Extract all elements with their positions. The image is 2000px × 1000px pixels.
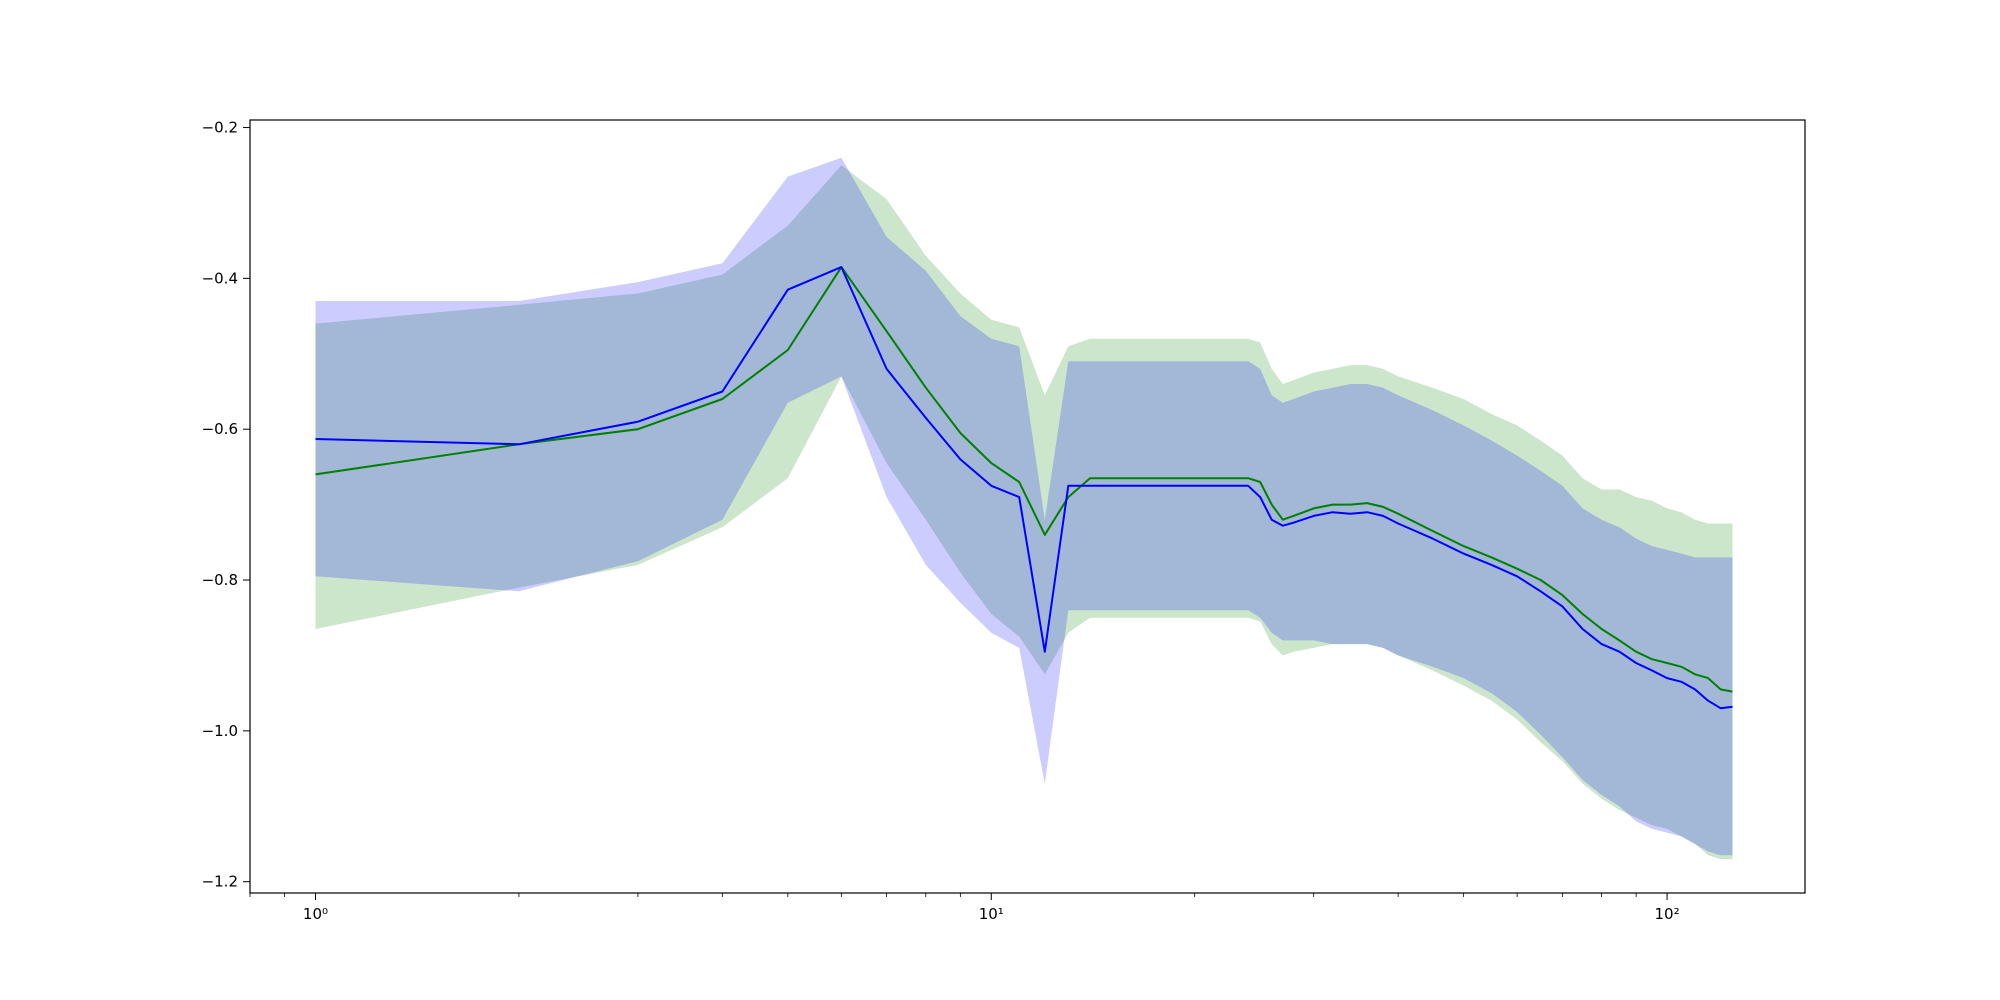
y-axis: −0.2 −0.4 −0.6 −0.8 −1.0 −1.2 bbox=[202, 119, 250, 891]
x-axis: 10⁰ 10¹ 10² bbox=[249, 893, 1680, 923]
y-tick-label: −1.0 bbox=[202, 722, 238, 740]
plot-frame bbox=[249, 119, 1806, 894]
plot-area bbox=[250, 120, 1805, 893]
y-tick-label: −0.8 bbox=[202, 571, 238, 589]
band-series-2 bbox=[315, 157, 1733, 856]
x-tick-label: 10⁰ bbox=[303, 905, 328, 923]
y-tick-label: −0.2 bbox=[202, 119, 238, 137]
series-lines bbox=[315, 266, 1733, 710]
y-tick-label: −0.6 bbox=[202, 420, 238, 438]
band-series-1 bbox=[315, 165, 1733, 860]
y-tick-label: −0.4 bbox=[202, 269, 238, 287]
y-tick-label: −1.2 bbox=[202, 873, 238, 891]
x-tick-label: 10² bbox=[1655, 905, 1680, 923]
line-series-2 bbox=[315, 266, 1733, 710]
confidence-bands bbox=[315, 157, 1733, 860]
x-tick-label: 10¹ bbox=[979, 905, 1004, 923]
line-series-1 bbox=[315, 266, 1733, 693]
